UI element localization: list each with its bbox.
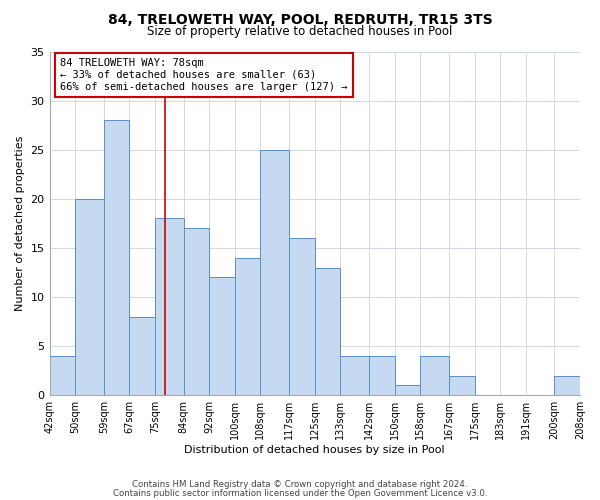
Bar bbox=[235, 258, 260, 395]
X-axis label: Distribution of detached houses by size in Pool: Distribution of detached houses by size … bbox=[184, 445, 445, 455]
Bar bbox=[420, 356, 449, 395]
Bar bbox=[289, 238, 315, 395]
Text: 84, TRELOWETH WAY, POOL, REDRUTH, TR15 3TS: 84, TRELOWETH WAY, POOL, REDRUTH, TR15 3… bbox=[107, 12, 493, 26]
Bar bbox=[395, 386, 420, 395]
Y-axis label: Number of detached properties: Number of detached properties bbox=[15, 136, 25, 311]
Bar bbox=[260, 150, 289, 395]
Bar bbox=[369, 356, 395, 395]
Bar bbox=[184, 228, 209, 395]
Bar bbox=[209, 278, 235, 395]
Bar bbox=[50, 356, 75, 395]
Text: Contains HM Land Registry data © Crown copyright and database right 2024.: Contains HM Land Registry data © Crown c… bbox=[132, 480, 468, 489]
Bar bbox=[75, 199, 104, 395]
Bar bbox=[315, 268, 340, 395]
Bar bbox=[449, 376, 475, 395]
Text: Size of property relative to detached houses in Pool: Size of property relative to detached ho… bbox=[148, 25, 452, 38]
Bar bbox=[104, 120, 130, 395]
Text: 84 TRELOWETH WAY: 78sqm
← 33% of detached houses are smaller (63)
66% of semi-de: 84 TRELOWETH WAY: 78sqm ← 33% of detache… bbox=[60, 58, 347, 92]
Bar bbox=[155, 218, 184, 395]
Bar bbox=[554, 376, 580, 395]
Text: Contains public sector information licensed under the Open Government Licence v3: Contains public sector information licen… bbox=[113, 488, 487, 498]
Bar bbox=[130, 316, 155, 395]
Bar bbox=[340, 356, 369, 395]
